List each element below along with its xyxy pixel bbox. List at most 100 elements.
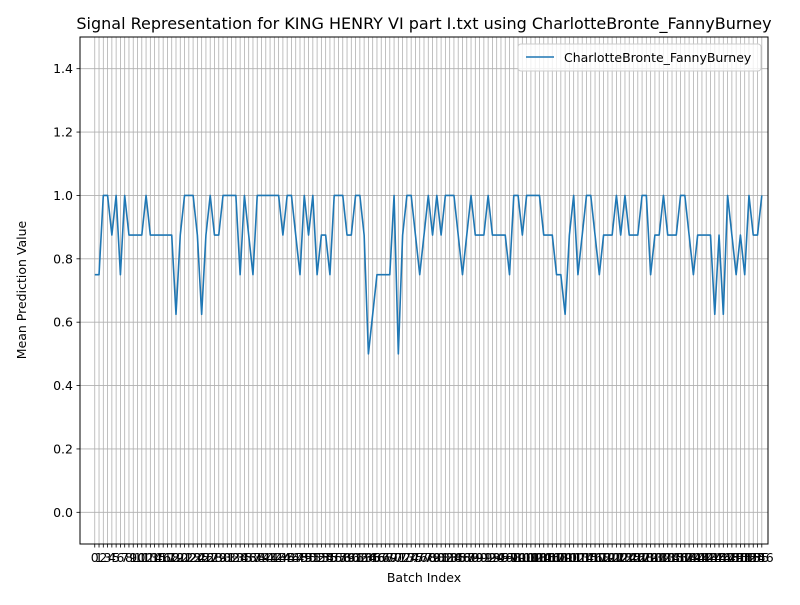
x-tick-label: 41 — [262, 550, 278, 565]
chart-title: Signal Representation for KING HENRY VI … — [76, 14, 771, 34]
x-tick-label: 1 — [95, 550, 103, 565]
x-tick-label: 36 — [241, 550, 257, 565]
x-tick-label: 133 — [652, 550, 676, 565]
x-tick-label: 31 — [219, 550, 235, 565]
x-tick-label: 148 — [716, 550, 740, 565]
x-tick-label: 66 — [369, 550, 385, 565]
x-tick-label: 144 — [699, 550, 723, 565]
x-tick-label: 46 — [283, 550, 299, 565]
x-tick-label: 136 — [664, 550, 688, 565]
x-tick-label: 27 — [202, 550, 218, 565]
x-tick-label: 58 — [335, 550, 351, 565]
x-tick-label: 55 — [322, 550, 338, 565]
x-tick-label: 123 — [609, 550, 633, 565]
x-tick-label: 21 — [177, 550, 193, 565]
x-tick-label: 52 — [309, 550, 325, 565]
x-tick-label: 108 — [545, 550, 569, 565]
x-tick-label: 141 — [686, 550, 710, 565]
x-tick-label: 19 — [168, 550, 184, 565]
x-tick-label: 105 — [532, 550, 556, 565]
x-tick-label: 137 — [669, 550, 693, 565]
x-tick-label: 149 — [720, 550, 744, 565]
y-tick-label: 0.2 — [53, 441, 73, 456]
x-tick-label: 14 — [147, 550, 163, 565]
x-tick-label: 23 — [185, 550, 201, 565]
x-tick-label: 71 — [390, 550, 406, 565]
x-tick-label: 30 — [215, 550, 231, 565]
x-tick-label: 78 — [420, 550, 436, 565]
x-tick-label: 6 — [116, 550, 124, 565]
x-tick-label: 153 — [737, 550, 761, 565]
x-tick-label: 134 — [656, 550, 680, 565]
x-tick-label: 20 — [172, 550, 188, 565]
x-tick-label: 106 — [536, 550, 560, 565]
x-tick-label: 135 — [660, 550, 684, 565]
x-tick-label: 155 — [746, 550, 770, 565]
x-tick-label: 24 — [189, 550, 205, 565]
x-tick-label: 8 — [125, 550, 133, 565]
x-tick-label: 85 — [450, 550, 466, 565]
x-tick-label: 86 — [455, 550, 471, 565]
x-tick-label: 119 — [592, 550, 616, 565]
x-tick-label: 138 — [673, 550, 697, 565]
x-tick-label: 150 — [724, 550, 748, 565]
series-line — [94, 194, 763, 355]
x-axis-label: Batch Index — [387, 570, 461, 585]
x-tick-label: 125 — [617, 550, 641, 565]
x-tick-label: 87 — [459, 550, 475, 565]
x-tick-label: 68 — [378, 550, 394, 565]
x-tick-label: 107 — [540, 550, 564, 565]
x-tick-label: 89 — [467, 550, 483, 565]
x-tick-label: 28 — [207, 550, 223, 565]
x-tick-label: 92 — [480, 550, 496, 565]
x-tick-label: 83 — [442, 550, 458, 565]
x-tick-label: 79 — [425, 550, 441, 565]
x-tick-label: 151 — [728, 550, 752, 565]
x-tick-label: 56 — [326, 550, 342, 565]
x-tick-label: 140 — [681, 550, 705, 565]
y-axis-label: Mean Prediction Value — [14, 220, 29, 359]
x-tick-label: 109 — [549, 550, 573, 565]
x-tick-label: 53 — [313, 550, 329, 565]
x-tick-label: 26 — [198, 550, 214, 565]
x-tick-label: 154 — [741, 550, 765, 565]
legend: CharlotteBronte_FannyBurney — [517, 43, 762, 72]
x-tick-label: 4 — [108, 550, 116, 565]
x-tick-label: 15 — [151, 550, 167, 565]
x-tick-label: 77 — [416, 550, 432, 565]
x-tick-label: 95 — [493, 550, 509, 565]
x-tick-label: 84 — [446, 550, 462, 565]
x-tick-label: 112 — [562, 550, 586, 565]
x-tick-label: 67 — [373, 550, 389, 565]
x-tick-label: 88 — [463, 550, 479, 565]
x-tick-label: 132 — [647, 550, 671, 565]
x-tick-label: 90 — [472, 550, 488, 565]
x-tick-label: 65 — [365, 550, 381, 565]
x-tick-label: 16 — [155, 550, 171, 565]
y-axis-ticks: 0.0 0.2 0.4 0.6 0.8 1.0 1.2 1.4 — [53, 61, 80, 520]
x-tick-label: 74 — [403, 550, 419, 565]
x-tick-label: 12 — [138, 550, 154, 565]
x-tick-label: 63 — [356, 550, 372, 565]
x-tick-label: 98 — [506, 550, 522, 565]
x-tick-label: 37 — [245, 550, 261, 565]
x-axis-ticks: 0123456789101112131415161718192021222324… — [91, 544, 774, 565]
x-tick-label: 64 — [360, 550, 376, 565]
x-tick-label: 17 — [159, 550, 175, 565]
x-tick-label: 81 — [433, 550, 449, 565]
x-tick-label: 131 — [643, 550, 667, 565]
x-tick-label: 18 — [164, 550, 180, 565]
x-tick-label: 111 — [557, 550, 581, 565]
x-tick-label: 118 — [587, 550, 611, 565]
x-tick-label: 99 — [510, 550, 526, 565]
x-tick-label: 103 — [523, 550, 547, 565]
x-tick-label: 72 — [395, 550, 411, 565]
x-tick-label: 73 — [399, 550, 415, 565]
x-tick-label: 44 — [275, 550, 291, 565]
x-tick-label: 76 — [412, 550, 428, 565]
x-tick-label: 34 — [232, 550, 248, 565]
y-tick-label: 0.4 — [53, 378, 73, 393]
x-tick-label: 143 — [694, 550, 718, 565]
x-tick-label: 47 — [288, 550, 304, 565]
